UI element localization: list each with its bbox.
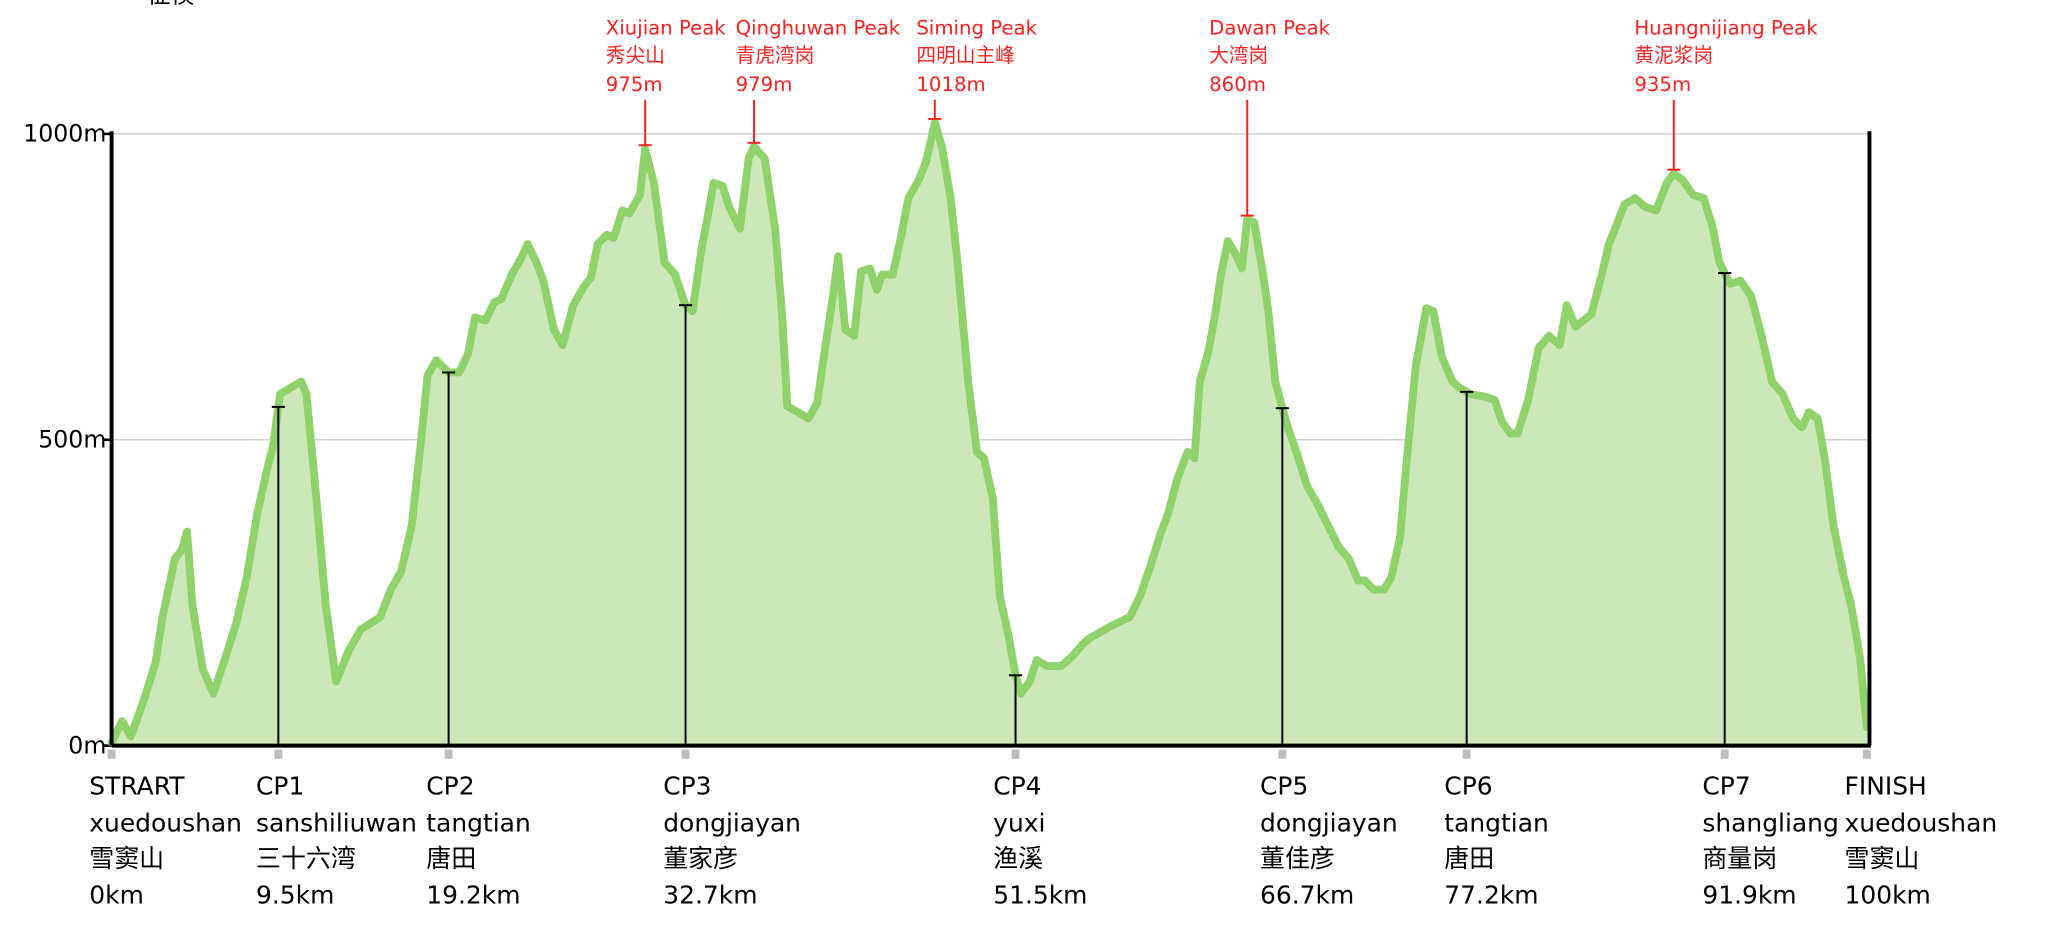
x-tick-label: 91.9km <box>1702 881 1796 910</box>
peak-name: Dawan Peak <box>1209 16 1330 39</box>
checkpoint-name-cn: 雪窦山 <box>1845 844 1920 873</box>
checkpoint-name: dongjiayan <box>1260 808 1398 837</box>
checkpoint-code: CP3 <box>663 772 711 801</box>
x-tick-label: 66.7km <box>1260 881 1354 910</box>
x-tick-label: 19.2km <box>426 881 520 910</box>
checkpoint-name-cn: 唐田 <box>1444 844 1494 873</box>
peak-elevation: 1018m <box>916 73 985 96</box>
peak-name-cn: 四明山主峰 <box>916 44 1014 67</box>
checkpoint-name-cn: 商量岗 <box>1702 844 1777 873</box>
x-tick <box>107 749 116 759</box>
checkpoint-name-cn: 唐田 <box>426 844 476 873</box>
checkpoint-code: CP5 <box>1260 772 1308 801</box>
peak-name: Qinghuwan Peak <box>736 16 901 39</box>
x-tick <box>1011 749 1020 759</box>
x-tick <box>1462 749 1471 759</box>
checkpoint-name: tangtian <box>1444 808 1549 837</box>
peak-name: Xiujian Peak <box>606 16 727 39</box>
checkpoint-code: FINISH <box>1845 772 1927 801</box>
peak-name: Huangnijiang Peak <box>1634 16 1818 39</box>
checkpoint-name: dongjiayan <box>663 808 801 837</box>
checkpoint-name: tangtian <box>426 808 531 837</box>
area-fill <box>111 122 1867 746</box>
checkpoint-name-cn: 雪窦山 <box>89 844 164 873</box>
checkpoint-name-cn: 渔溪 <box>993 844 1043 873</box>
y-tick-label: 1000m <box>23 120 106 148</box>
peak-name-cn: 青虎湾岗 <box>736 44 815 67</box>
x-tick-label: 0km <box>89 881 144 910</box>
checkpoint-code: STRART <box>89 772 185 801</box>
peak-name-cn: 秀尖山 <box>606 44 665 67</box>
x-tick <box>1720 749 1729 759</box>
peak-elevation: 975m <box>606 73 663 96</box>
checkpoint-code: CP7 <box>1702 772 1750 801</box>
x-tick <box>1862 749 1871 759</box>
x-tick <box>444 749 453 759</box>
checkpoint-name: shangliang <box>1702 808 1839 837</box>
peak-name-cn: 大湾岗 <box>1209 44 1268 67</box>
y-tick-label: 500m <box>38 426 106 454</box>
peak-elevation: 979m <box>736 73 793 96</box>
checkpoint-name: sanshiliuwan <box>256 808 417 837</box>
checkpoint-code: CP4 <box>993 772 1041 801</box>
peak-name-cn: 黄泥浆岗 <box>1634 44 1713 67</box>
y-tick-label: 0m <box>68 731 106 759</box>
top-label: 征模 <box>147 0 194 9</box>
x-tick <box>274 749 283 759</box>
peak-elevation: 860m <box>1209 73 1266 96</box>
checkpoint-name-cn: 董家彦 <box>663 844 738 873</box>
x-tick-label: 100km <box>1845 881 1931 910</box>
checkpoint-name: yuxi <box>993 808 1045 837</box>
checkpoint-name: xuedoushan <box>89 808 242 837</box>
peak-elevation: 935m <box>1634 73 1691 96</box>
x-tick-label: 77.2km <box>1444 881 1538 910</box>
area-line <box>107 118 1871 747</box>
checkpoint-name-cn: 董佳彦 <box>1260 844 1335 873</box>
peak-name: Siming Peak <box>916 16 1037 39</box>
checkpoint-code: CP1 <box>256 772 304 801</box>
x-tick-label: 9.5km <box>256 881 334 910</box>
checkpoint-name: xuedoushan <box>1845 808 1998 837</box>
x-tick <box>681 749 690 759</box>
checkpoint-name-cn: 三十六湾 <box>256 844 356 873</box>
x-tick <box>1278 749 1287 759</box>
x-tick-label: 32.7km <box>663 881 757 910</box>
checkpoint-code: CP2 <box>426 772 474 801</box>
x-tick-label: 51.5km <box>993 881 1087 910</box>
checkpoint-code: CP6 <box>1444 772 1492 801</box>
